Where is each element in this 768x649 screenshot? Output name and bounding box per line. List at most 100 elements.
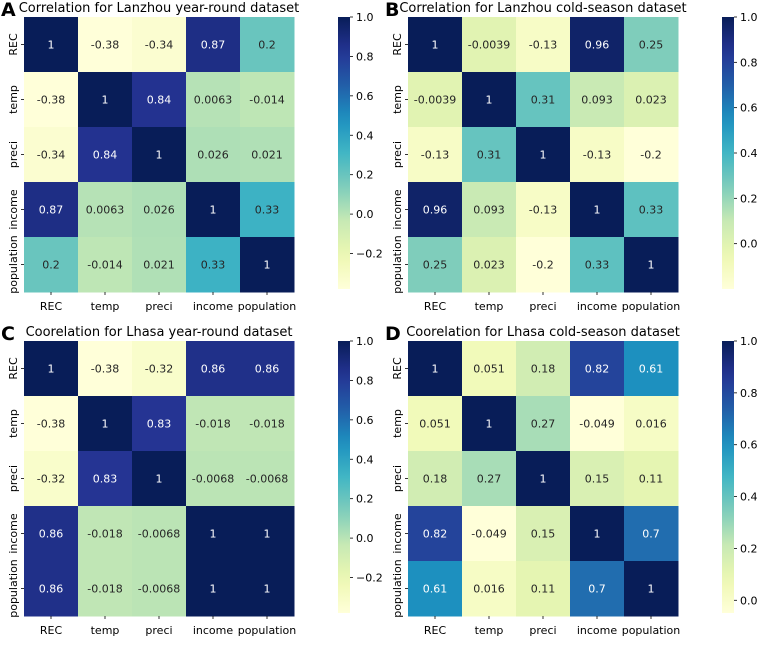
heatmap-cell — [462, 127, 517, 183]
heatmap-cell — [462, 17, 517, 73]
cell-value-label: 0.021 — [251, 149, 283, 162]
heatmap-cell — [516, 341, 571, 397]
x-tick-label: population — [238, 624, 297, 637]
heatmap-cell — [132, 72, 187, 128]
heatmap-cell — [132, 396, 187, 452]
panel-label: D — [385, 323, 401, 345]
cell-value-label: -0.018 — [249, 418, 284, 431]
cell-value-label: 0.093 — [581, 94, 613, 107]
x-tick-label: REC — [40, 300, 63, 313]
colorbar — [722, 17, 734, 289]
y-tick-label: income — [391, 513, 404, 554]
y-tick-label: population — [391, 235, 404, 294]
y-tick-label: income — [391, 189, 404, 230]
heatmap-cell — [186, 127, 241, 183]
cell-value-label: 0.27 — [477, 473, 502, 486]
heatmap-cell — [624, 237, 679, 293]
cell-value-label: 0.016 — [635, 418, 667, 431]
y-tick-label: population — [7, 235, 20, 294]
cell-value-label: 0.2 — [42, 259, 60, 272]
colorbar-tick-label: 0.2 — [356, 169, 374, 182]
heatmap-cell — [516, 17, 571, 73]
heatmap-cell — [24, 17, 79, 73]
y-tick-label: REC — [391, 357, 404, 380]
heatmap-cell — [240, 396, 295, 452]
cell-value-label: 1 — [540, 149, 547, 162]
cell-value-label: 0.021 — [143, 259, 175, 272]
heatmap-cell — [132, 451, 187, 507]
heatmap-cell — [240, 561, 295, 617]
cell-value-label: 1 — [102, 418, 109, 431]
cell-value-label: -0.014 — [87, 259, 122, 272]
cell-value-label: 1 — [486, 418, 493, 431]
cell-value-label: 0.7 — [588, 583, 606, 596]
colorbar-tick-label: 0.4 — [356, 129, 374, 142]
cell-value-label: 0.33 — [639, 204, 664, 217]
cell-value-label: 0.33 — [585, 259, 610, 272]
cell-value-label: 1 — [264, 583, 271, 596]
cell-value-label: 0.25 — [423, 259, 448, 272]
heatmap-panel-a: A Correlation for Lanzhou year-round data… — [1, 0, 383, 313]
panel-title: Correlation for Lanzhou year-round datas… — [19, 1, 300, 16]
cell-value-label: -0.0039 — [468, 39, 510, 52]
heatmap-cell — [24, 451, 79, 507]
cell-value-label: 1 — [210, 583, 217, 596]
x-tick-label: REC — [424, 300, 447, 313]
heatmap-cell — [516, 451, 571, 507]
cell-value-label: 1 — [210, 204, 217, 217]
heatmap-cell — [570, 506, 625, 562]
heatmap-cell — [24, 237, 79, 293]
x-tick-label: temp — [91, 624, 120, 637]
heatmap-cell — [24, 396, 79, 452]
panel-label: A — [1, 0, 16, 21]
cell-value-label: 1 — [432, 39, 439, 52]
colorbar — [338, 341, 350, 613]
colorbar-tick-label: 0.6 — [740, 102, 758, 115]
colorbar — [722, 341, 734, 613]
heatmap-cell — [78, 237, 133, 293]
heatmap-cell — [462, 451, 517, 507]
heatmap-cell — [570, 451, 625, 507]
heatmap-cell — [570, 182, 625, 238]
heatmap-cell — [462, 182, 517, 238]
cell-value-label: -0.014 — [249, 94, 284, 107]
cell-value-label: 0.87 — [201, 39, 226, 52]
heatmap-cell — [462, 72, 517, 128]
heatmap-cell — [570, 127, 625, 183]
heatmap-cell — [78, 17, 133, 73]
heatmap-cell — [570, 237, 625, 293]
cell-value-label: 0.33 — [201, 259, 226, 272]
cell-value-label: 1 — [48, 39, 55, 52]
cell-value-label: 0.11 — [531, 583, 556, 596]
heatmap-cell — [462, 561, 517, 617]
cell-value-label: 0.83 — [93, 473, 118, 486]
x-tick-label: income — [577, 624, 618, 637]
heatmap-cell — [408, 72, 463, 128]
heatmap-cell — [240, 451, 295, 507]
heatmap-cell — [186, 17, 241, 73]
cell-value-label: -0.0068 — [246, 473, 288, 486]
cell-value-label: -0.049 — [579, 418, 614, 431]
cell-value-label: -0.0068 — [138, 528, 180, 541]
cell-value-label: 0.31 — [477, 149, 502, 162]
cell-value-label: 0.2 — [258, 39, 276, 52]
y-tick-label: temp — [391, 85, 404, 114]
cell-value-label: 0.33 — [255, 204, 280, 217]
x-tick-label: REC — [40, 624, 63, 637]
cell-value-label: -0.018 — [87, 528, 122, 541]
cell-value-label: 1 — [648, 583, 655, 596]
heatmap-cell — [186, 182, 241, 238]
cell-value-label: 0.86 — [201, 363, 226, 376]
cell-value-label: 0.61 — [423, 583, 448, 596]
cell-value-label: 1 — [102, 94, 109, 107]
y-tick-label: population — [7, 559, 20, 618]
heatmap-cell — [516, 182, 571, 238]
cell-value-label: 1 — [486, 94, 493, 107]
colorbar-tick-label: 0.6 — [356, 90, 374, 103]
heatmap-cell — [624, 17, 679, 73]
heatmap-panel-c: C Coorelation for Lhasa year-round datase… — [1, 323, 383, 637]
heatmap-cell — [462, 237, 517, 293]
heatmap-panel-d: D Coorelation for Lhasa cold-season datas… — [385, 323, 758, 637]
heatmap-cell — [240, 17, 295, 73]
